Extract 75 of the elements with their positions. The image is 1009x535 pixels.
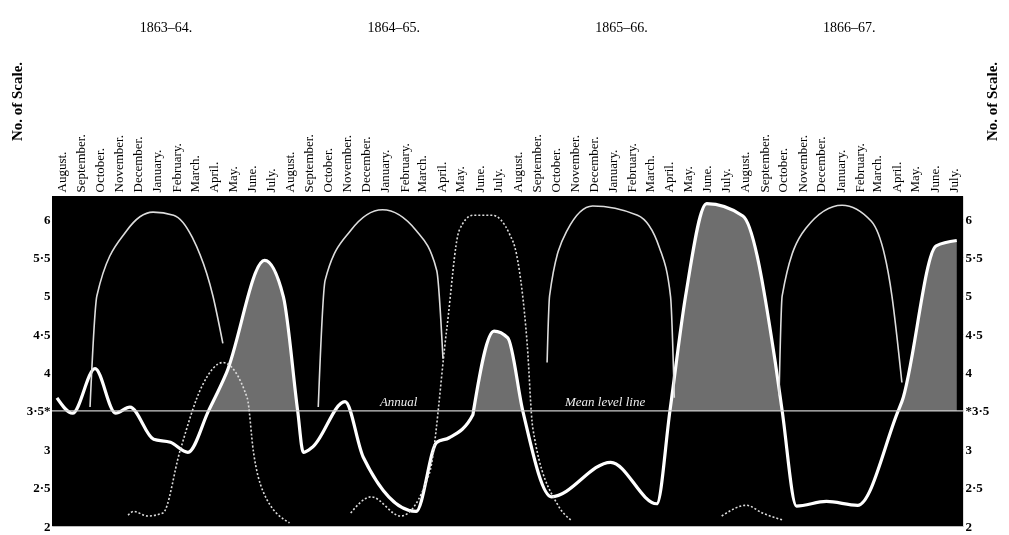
x-tick-label: October.	[91, 148, 107, 193]
x-tick-label: February.	[396, 143, 412, 193]
y2-tick-label: 2·5	[965, 480, 984, 496]
x-tick-label: November.	[567, 135, 583, 193]
x-tick-label: July.	[945, 168, 961, 193]
y-tick-label: 2·5	[33, 480, 51, 496]
y2-tick-label: 2	[965, 518, 972, 534]
x-tick-label: September.	[756, 134, 772, 193]
x-tick-label: February.	[624, 143, 640, 193]
text: 1863–64.	[139, 20, 193, 35]
x-tick-label: October.	[547, 148, 563, 193]
x-tick-label: September.	[528, 134, 544, 193]
y-tick-label: 6	[44, 211, 51, 227]
y-axis-title: No. of Scale.	[8, 61, 25, 142]
x-tick-label: June.	[244, 165, 260, 193]
y2-tick-label: 3	[965, 441, 973, 457]
x-tick-label: May.	[224, 166, 240, 193]
x-tick-label: December.	[813, 136, 829, 193]
y2-tick-label: 4·5	[965, 326, 984, 342]
y2-tick-label: 5	[965, 288, 973, 304]
x-tick-label: August.	[737, 151, 753, 193]
x-tick-label: February.	[851, 143, 867, 193]
x-tick-label: August.	[53, 151, 69, 193]
x-tick-label: May.	[452, 166, 468, 193]
y-tick-label: 5·5	[33, 249, 51, 265]
x-tick-label: December.	[585, 136, 601, 193]
x-tick-label: January.	[605, 149, 621, 193]
x-tick-label: October.	[775, 148, 791, 193]
y-tick-label: 4·5	[33, 326, 51, 342]
text: 1864–65.	[367, 20, 420, 35]
annotation: Annual	[378, 393, 418, 409]
x-tick-label: April.	[206, 161, 221, 193]
x-tick-label: November.	[339, 135, 355, 193]
x-tick-label: July.	[717, 168, 733, 193]
x-tick-label: August.	[282, 151, 298, 193]
line-series	[55, 202, 959, 514]
x-tick-label: July.	[490, 168, 506, 193]
x-tick-label: January.	[377, 149, 393, 193]
x-tick-label: September.	[301, 134, 317, 193]
text: 1865–66.	[595, 20, 648, 35]
x-tick-label: September.	[73, 134, 89, 193]
y2-tick-label: *3·5	[965, 403, 990, 419]
x-tick-label: December.	[358, 136, 374, 193]
y2-tick-label: 5·5	[965, 249, 984, 265]
x-tick-label: March.	[869, 155, 885, 193]
y2-tick-label: 6	[965, 211, 973, 227]
x-tick-label: October.	[320, 148, 336, 193]
x-tick-label: March.	[186, 155, 202, 193]
y2-axis-title: No. of Scale.	[983, 61, 1000, 142]
x-tick-label: June.	[699, 165, 715, 193]
x-tick-label: November.	[111, 135, 127, 193]
x-tick-label: January.	[149, 149, 165, 193]
text: 1866–67.	[822, 20, 876, 35]
x-tick-label: May.	[907, 166, 923, 193]
y-tick-label: 3·5*	[26, 403, 51, 419]
x-tick-label: April.	[433, 161, 449, 193]
x-tick-label: June.	[926, 165, 942, 193]
x-tick-label: December.	[129, 136, 145, 193]
y-tick-label: 5	[44, 288, 51, 304]
x-tick-label: March.	[414, 155, 430, 193]
x-tick-label: July.	[262, 168, 278, 193]
x-tick-label: January.	[832, 149, 848, 193]
x-tick-label: August.	[509, 151, 525, 193]
y-tick-label: 4	[44, 365, 51, 381]
y-tick-label: 2	[44, 518, 51, 534]
x-tick-label: June.	[471, 165, 487, 193]
x-tick-label: February.	[168, 143, 184, 193]
x-tick-label: April.	[888, 161, 904, 193]
y-tick-label: 3	[44, 441, 51, 457]
x-tick-label: November.	[794, 135, 810, 193]
annotation: Mean level line	[564, 393, 646, 409]
x-tick-label: April.	[661, 161, 677, 193]
x-tick-label: May.	[679, 166, 695, 193]
x-tick-label: March.	[641, 155, 657, 193]
y2-tick-label: 4	[965, 365, 973, 381]
